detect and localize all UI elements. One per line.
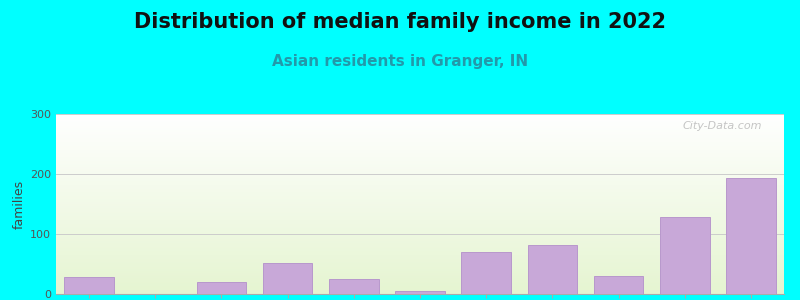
Text: Distribution of median family income in 2022: Distribution of median family income in … (134, 12, 666, 32)
Text: Asian residents in Granger, IN: Asian residents in Granger, IN (272, 54, 528, 69)
Bar (197, 282, 246, 294)
Bar (64, 277, 114, 294)
Bar (395, 291, 445, 294)
Bar (462, 252, 511, 294)
Bar (594, 276, 643, 294)
Bar (660, 217, 710, 294)
Bar (726, 178, 776, 294)
Y-axis label: families: families (13, 179, 26, 229)
Bar (263, 263, 313, 294)
Bar (527, 245, 577, 294)
Bar (329, 279, 378, 294)
Text: City-Data.com: City-Data.com (682, 121, 762, 131)
